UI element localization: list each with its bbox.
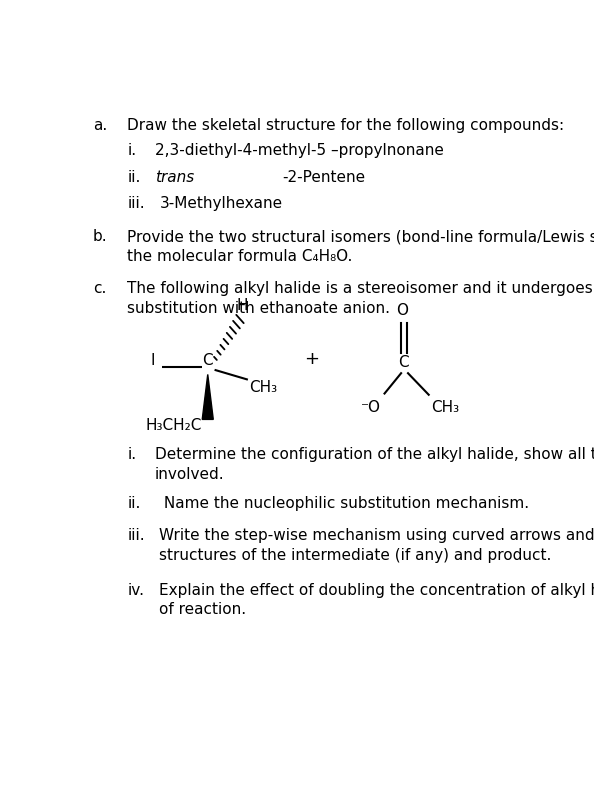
- Text: CH₃: CH₃: [249, 380, 277, 395]
- Text: of reaction.: of reaction.: [159, 602, 247, 618]
- Text: substitution with ethanoate anion.: substitution with ethanoate anion.: [127, 301, 390, 316]
- Text: H₃CH₂C: H₃CH₂C: [145, 418, 201, 433]
- Text: I: I: [150, 354, 155, 368]
- Text: Write the step-wise mechanism using curved arrows and draw the: Write the step-wise mechanism using curv…: [159, 529, 594, 543]
- Text: trans: trans: [155, 170, 194, 185]
- Text: the molecular formula C₄H₈O.: the molecular formula C₄H₈O.: [127, 249, 353, 264]
- Text: ii.: ii.: [127, 170, 141, 185]
- Text: C: C: [203, 354, 213, 368]
- Text: 3-Methylhexane: 3-Methylhexane: [159, 197, 283, 211]
- Text: Name the nucleophilic substitution mechanism.: Name the nucleophilic substitution mecha…: [159, 496, 529, 511]
- Text: structures of the intermediate (if any) and product.: structures of the intermediate (if any) …: [159, 548, 552, 563]
- Text: i.: i.: [127, 143, 136, 158]
- Text: iv.: iv.: [127, 582, 144, 598]
- Text: Draw the skeletal structure for the following compounds:: Draw the skeletal structure for the foll…: [127, 118, 564, 133]
- Text: +: +: [304, 350, 319, 368]
- Text: H: H: [236, 298, 248, 313]
- Text: c.: c.: [93, 282, 106, 297]
- Text: a.: a.: [93, 118, 107, 133]
- Text: iii.: iii.: [127, 529, 145, 543]
- Text: iii.: iii.: [127, 197, 145, 211]
- Text: i.: i.: [127, 447, 136, 462]
- Text: Provide the two structural isomers (bond-line formula/Lewis structure) with: Provide the two structural isomers (bond…: [127, 229, 594, 244]
- Text: Determine the configuration of the alkyl halide, show all the steps: Determine the configuration of the alkyl…: [155, 447, 594, 462]
- Polygon shape: [202, 374, 213, 419]
- Text: ii.: ii.: [127, 496, 141, 511]
- Text: ⁻O: ⁻O: [361, 399, 381, 414]
- Text: Explain the effect of doubling the concentration of alkyl halide on the rate: Explain the effect of doubling the conce…: [159, 582, 594, 598]
- Text: involved.: involved.: [155, 467, 225, 482]
- Text: CH₃: CH₃: [431, 399, 459, 414]
- Text: O: O: [396, 303, 408, 318]
- Text: 2,3-diethyl-4-methyl-5 –propylnonane: 2,3-diethyl-4-methyl-5 –propylnonane: [155, 143, 444, 158]
- Text: -2-Pentene: -2-Pentene: [282, 170, 365, 185]
- Text: b.: b.: [93, 229, 108, 244]
- Text: The following alkyl halide is a stereoisomer and it undergoes nucleophilic: The following alkyl halide is a stereois…: [127, 282, 594, 297]
- Text: C: C: [398, 354, 409, 370]
